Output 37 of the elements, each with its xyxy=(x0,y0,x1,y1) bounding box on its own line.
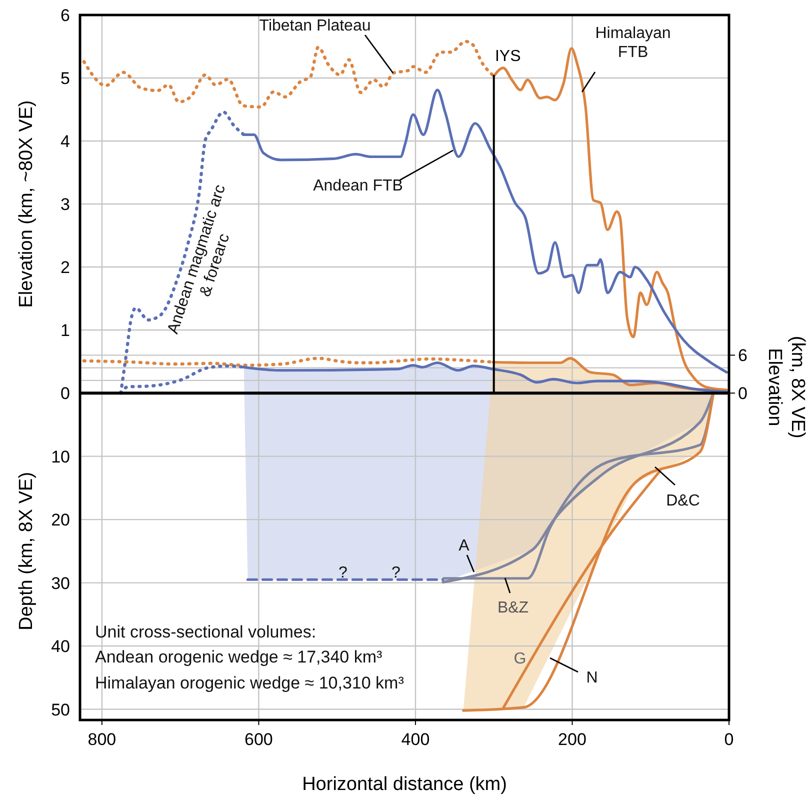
y3-tick-label: 6 xyxy=(60,6,70,25)
y3-tick-label: 0 xyxy=(60,384,70,404)
y2-tick-label: 0 xyxy=(738,384,748,404)
x-tick-label: 200 xyxy=(558,730,586,749)
x-tick-label: 0 xyxy=(724,730,734,749)
x-tick-label: 600 xyxy=(244,730,273,749)
annotation: Andean orogenic wedge ≈ 17,340 km³ xyxy=(95,648,383,666)
y-tick-label: 30 xyxy=(51,574,70,593)
annotation: Tibetan Plateau xyxy=(259,18,371,34)
y3-tick-label: 1 xyxy=(60,321,70,340)
annotation: A xyxy=(458,538,470,554)
x-axis-title: Horizontal distance (km) xyxy=(302,774,507,795)
y3-axis-title: Elevation (km, ~80X VE) xyxy=(16,100,37,308)
y-axis-title: Depth (km, 8X VE) xyxy=(16,472,37,630)
annotation: N xyxy=(586,670,598,686)
y3-tick-label: 2 xyxy=(60,258,70,278)
annotation: Unit cross-sectional volumes: xyxy=(95,622,316,642)
y3-tick-label: 3 xyxy=(60,195,70,214)
y3-tick-label: 4 xyxy=(60,132,70,152)
y-tick-label: 50 xyxy=(51,700,70,720)
y-tick-label: 20 xyxy=(51,510,70,530)
y-tick-label: 10 xyxy=(51,447,70,466)
annotation: ? xyxy=(392,564,401,582)
annotation: Andean FTB xyxy=(313,178,403,194)
annotation: D&C xyxy=(666,492,700,510)
annotation: Himalayan orogenic wedge ≈ 10,310 km³ xyxy=(95,674,404,692)
annotation: ? xyxy=(338,564,348,582)
x-tick-label: 800 xyxy=(88,730,116,749)
x-tick-label: 400 xyxy=(401,730,430,749)
annotation: G xyxy=(514,650,526,668)
annotation: B&Z xyxy=(497,600,529,616)
y3-tick-label: 5 xyxy=(60,69,70,88)
ref-line-label: IYS xyxy=(494,48,521,65)
y2-tick-label: 6 xyxy=(738,346,748,366)
y-tick-label: 40 xyxy=(51,637,70,656)
y2-axis-title: Elevation (km, 8X VE) xyxy=(764,336,808,438)
annotation: Himalayan FTB xyxy=(595,25,671,61)
